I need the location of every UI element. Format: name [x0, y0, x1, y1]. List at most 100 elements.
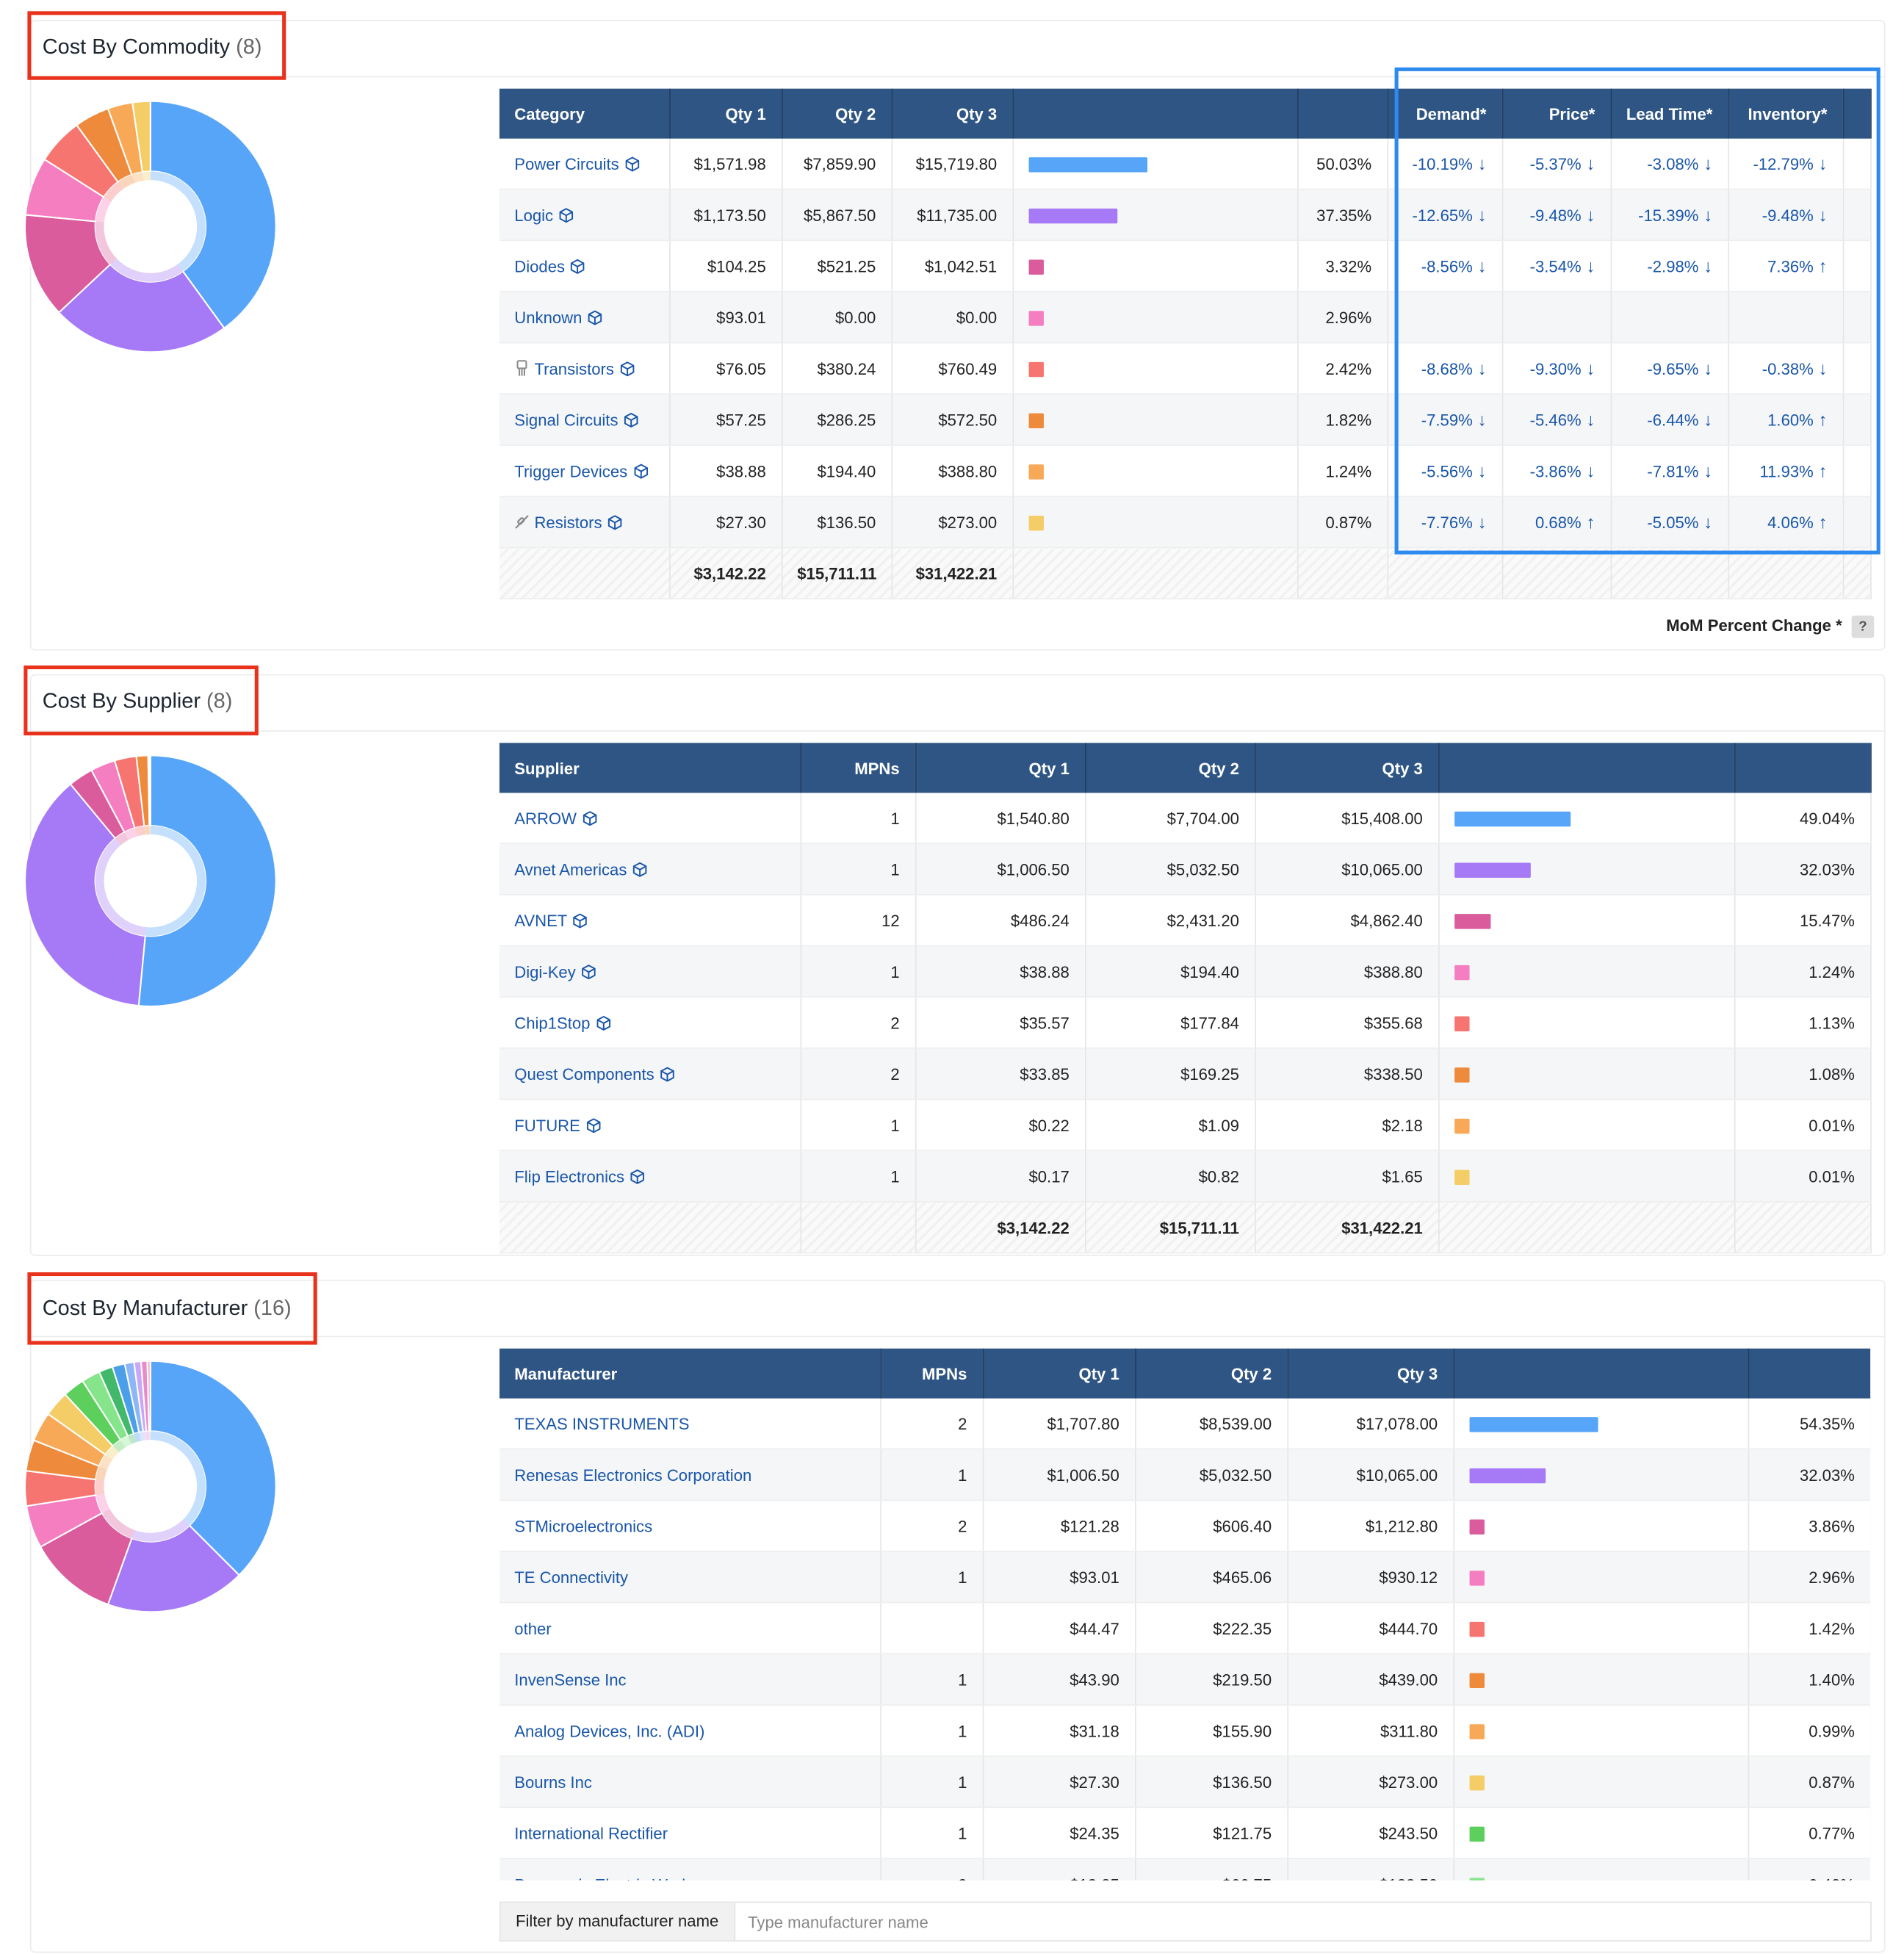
- category-name-cell[interactable]: Power Circuits: [500, 139, 669, 190]
- manufacturer-link[interactable]: Analog Devices, Inc. (ADI): [514, 1721, 704, 1740]
- box-icon[interactable]: [632, 861, 648, 877]
- supplier-donut-chart[interactable]: [25, 755, 276, 1006]
- supplier-name-cell[interactable]: FUTURE: [500, 1100, 801, 1151]
- manufacturer-link[interactable]: Panasonic Electric Works: [514, 1875, 698, 1881]
- supplier-name-cell[interactable]: Flip Electronics: [500, 1150, 801, 1202]
- supplier-link[interactable]: ARROW: [514, 809, 577, 827]
- box-icon[interactable]: [558, 206, 574, 223]
- supplier-name-cell[interactable]: ARROW: [500, 793, 801, 843]
- box-icon[interactable]: [572, 912, 588, 929]
- category-name-cell[interactable]: Diodes: [500, 240, 669, 292]
- manufacturer-filter-input[interactable]: [746, 1906, 1850, 1938]
- manufacturer-name-cell[interactable]: Panasonic Electric Works: [500, 1859, 880, 1881]
- col-header-qty2[interactable]: Qty 2: [1135, 1349, 1287, 1399]
- supplier-name-cell[interactable]: Chip1Stop: [500, 997, 801, 1048]
- manufacturer-name-cell[interactable]: Bourns Inc: [500, 1756, 880, 1808]
- supplier-name-cell[interactable]: Digi-Key: [500, 946, 801, 998]
- category-name-cell[interactable]: Unknown: [500, 292, 669, 343]
- col-header-mpns[interactable]: MPNs: [880, 1349, 982, 1399]
- commodity-donut-chart[interactable]: [25, 101, 276, 353]
- box-icon[interactable]: [623, 411, 639, 428]
- category-link[interactable]: Resistors: [534, 513, 602, 531]
- box-icon[interactable]: [570, 258, 586, 274]
- col-header-qty2[interactable]: Qty 2: [1085, 743, 1255, 793]
- category-link[interactable]: Diodes: [514, 256, 565, 275]
- col-header-qty3[interactable]: Qty 3: [1287, 1349, 1453, 1399]
- supplier-link[interactable]: Chip1Stop: [514, 1013, 590, 1031]
- col-header-manufacturer[interactable]: Manufacturer: [500, 1349, 880, 1399]
- box-icon[interactable]: [581, 963, 597, 979]
- box-icon[interactable]: [632, 463, 649, 479]
- manufacturer-link[interactable]: TE Connectivity: [514, 1568, 628, 1586]
- supplier-link[interactable]: Quest Components: [514, 1064, 654, 1083]
- col-header-qty3[interactable]: Qty 3: [1255, 743, 1438, 793]
- manufacturer-name-cell[interactable]: International Rectifier: [500, 1807, 880, 1859]
- manufacturer-name-cell[interactable]: TEXAS INSTRUMENTS: [500, 1399, 880, 1449]
- manufacturer-link[interactable]: TEXAS INSTRUMENTS: [514, 1414, 689, 1432]
- col-header-mpns[interactable]: MPNs: [801, 743, 915, 793]
- percent-cell: 0.87%: [1748, 1756, 1871, 1808]
- manufacturer-link[interactable]: Renesas Electronics Corporation: [514, 1466, 751, 1484]
- col-header-category[interactable]: Category: [500, 89, 669, 139]
- supplier-name-cell[interactable]: Quest Components: [500, 1048, 801, 1100]
- col-header-share-bar: [1453, 1349, 1748, 1399]
- manufacturer-name-cell[interactable]: other: [500, 1603, 880, 1654]
- category-link[interactable]: Signal Circuits: [514, 410, 618, 428]
- category-link[interactable]: Transistors: [534, 359, 613, 378]
- manufacturer-name-cell[interactable]: STMicroelectronics: [500, 1500, 880, 1551]
- supplier-link[interactable]: Avnet Americas: [514, 859, 627, 878]
- manufacturer-table-scroll[interactable]: Manufacturer MPNs Qty 1 Qty 2 Qty 3 TEXA…: [500, 1349, 1870, 1881]
- box-icon[interactable]: [607, 513, 623, 530]
- manufacturer-link[interactable]: Bourns Inc: [514, 1773, 592, 1791]
- box-icon[interactable]: [619, 360, 635, 376]
- manufacturer-link[interactable]: STMicroelectronics: [514, 1516, 652, 1535]
- category-name-cell[interactable]: Trigger Devices: [500, 445, 669, 497]
- category-name-cell[interactable]: Signal Circuits: [500, 394, 669, 445]
- col-header-qty3[interactable]: Qty 3: [892, 89, 1013, 139]
- percent-cell: 37.35%: [1297, 190, 1387, 241]
- manufacturer-name-cell[interactable]: TE Connectivity: [500, 1551, 880, 1603]
- supplier-link[interactable]: AVNET: [514, 911, 567, 929]
- supplier-name-cell[interactable]: AVNET: [500, 895, 801, 946]
- box-icon[interactable]: [587, 309, 603, 325]
- donut-slice[interactable]: [150, 755, 151, 826]
- box-icon[interactable]: [582, 810, 598, 826]
- supplier-link[interactable]: Flip Electronics: [514, 1167, 624, 1185]
- col-header-qty1[interactable]: Qty 1: [915, 743, 1085, 793]
- manufacturer-name-cell[interactable]: InvenSense Inc: [500, 1654, 880, 1705]
- qty3-cell: $388.80: [1255, 946, 1438, 998]
- mpns-cell: 1: [880, 1449, 982, 1501]
- col-header-supplier[interactable]: Supplier: [500, 743, 801, 793]
- manufacturer-donut-chart[interactable]: [25, 1361, 276, 1612]
- qty1-cell: $27.30: [983, 1756, 1135, 1808]
- box-icon[interactable]: [624, 156, 641, 172]
- col-header-qty2[interactable]: Qty 2: [782, 89, 892, 139]
- qty3-cell: $10,065.00: [1255, 843, 1438, 895]
- category-link[interactable]: Trigger Devices: [514, 461, 627, 480]
- col-header-qty1[interactable]: Qty 1: [983, 1349, 1135, 1399]
- box-icon[interactable]: [595, 1014, 611, 1031]
- category-link[interactable]: Power Circuits: [514, 154, 619, 173]
- category-link[interactable]: Logic: [514, 206, 553, 224]
- box-icon[interactable]: [630, 1168, 646, 1184]
- category-name-cell[interactable]: Resistors: [500, 497, 669, 548]
- category-link[interactable]: Unknown: [514, 308, 582, 326]
- help-button[interactable]: ?: [1852, 616, 1875, 638]
- category-name-cell[interactable]: Transistors: [500, 343, 669, 394]
- manufacturer-link[interactable]: InvenSense Inc: [514, 1670, 626, 1688]
- manufacturer-link[interactable]: other: [514, 1619, 551, 1637]
- supplier-name-cell[interactable]: Avnet Americas: [500, 843, 801, 895]
- supplier-link[interactable]: Digi-Key: [514, 962, 575, 981]
- manufacturer-name-cell[interactable]: Analog Devices, Inc. (ADI): [500, 1705, 880, 1756]
- box-icon[interactable]: [659, 1066, 675, 1082]
- box-icon[interactable]: [585, 1117, 602, 1133]
- qty2-cell: $286.25: [782, 394, 892, 445]
- resistor-icon: [514, 513, 529, 529]
- supplier-link[interactable]: FUTURE: [514, 1116, 580, 1134]
- manufacturer-link[interactable]: International Rectifier: [514, 1823, 668, 1842]
- category-name-cell[interactable]: Logic: [500, 190, 669, 241]
- col-header-qty1[interactable]: Qty 1: [669, 89, 782, 139]
- manufacturer-name-cell[interactable]: Renesas Electronics Corporation: [500, 1449, 880, 1501]
